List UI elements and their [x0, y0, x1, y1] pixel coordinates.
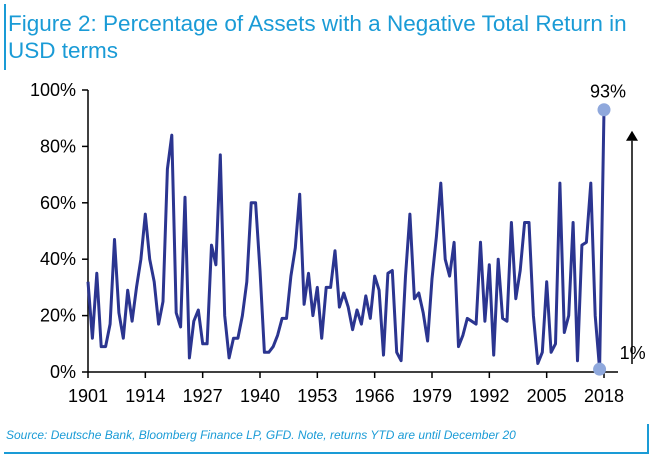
x-tick-label: 1992	[469, 386, 509, 406]
axes	[82, 89, 618, 378]
y-tick-label: 0%	[50, 362, 76, 382]
x-tick-label: 1901	[68, 386, 108, 406]
source-right-rule	[647, 424, 649, 454]
x-tick-label: 1940	[240, 386, 280, 406]
y-tick-label: 20%	[40, 306, 76, 326]
y-tick-label: 60%	[40, 193, 76, 213]
series-line	[86, 109, 606, 371]
x-tick-label: 2005	[527, 386, 567, 406]
source-note: Source: Deutsche Bank, Bloomberg Finance…	[6, 428, 516, 442]
annotation-peak: 93%	[590, 82, 626, 102]
x-tick-label: 1953	[297, 386, 337, 406]
trend-arrow	[626, 130, 638, 364]
line-chart: 0%20%40%60%80%100% 1901 1914 1927 1940 1953 1…	[30, 80, 646, 406]
y-tick-label: 80%	[40, 136, 76, 156]
x-tick-labels: 1901 1914 1927 1940 1953 1966 1979 1992 2005 2018	[68, 386, 624, 406]
annotation-low: 1%	[620, 343, 646, 363]
chart-title: Figure 2: Percentage of Assets with a Ne…	[8, 11, 627, 63]
arrow-head	[626, 130, 638, 141]
markers	[593, 103, 611, 376]
low-marker	[593, 362, 607, 376]
y-tick-label: 40%	[40, 249, 76, 269]
x-tick-label: 1914	[125, 386, 165, 406]
y-tick-labels: 0% 20% 40% 60% 80% 100%	[30, 80, 76, 382]
x-tick-label: 2018	[584, 386, 624, 406]
y-tick-label: 100%	[30, 80, 76, 100]
x-tick-label: 1927	[183, 386, 223, 406]
x-tick-label: 1966	[355, 386, 395, 406]
x-tick-label: 1979	[412, 386, 452, 406]
peak-marker	[597, 103, 611, 117]
title-accent-rule	[4, 4, 6, 70]
source-bottom-rule	[4, 452, 649, 454]
